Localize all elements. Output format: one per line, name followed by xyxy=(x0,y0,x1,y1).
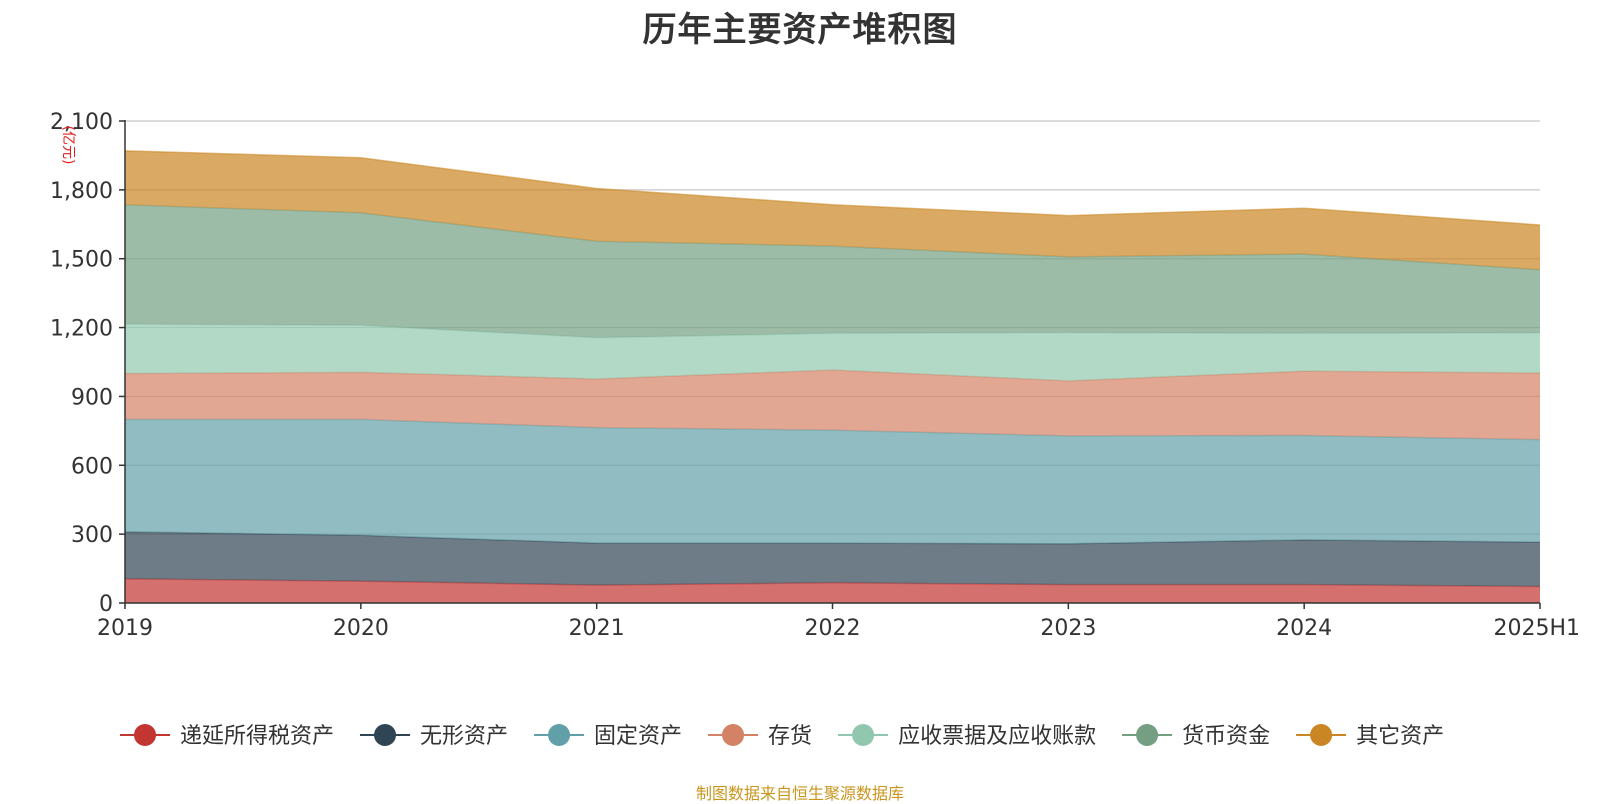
x-tick-label: 2021 xyxy=(569,616,625,641)
x-tick-label: 2022 xyxy=(805,616,861,641)
legend-label: 递延所得税资产 xyxy=(180,724,334,749)
legend-item: 递延所得税资产 xyxy=(120,724,334,749)
y-tick-label: 1,500 xyxy=(50,248,113,273)
legend-marker xyxy=(134,724,156,746)
series-line-6 xyxy=(124,150,1541,226)
y-tick-label: 600 xyxy=(71,454,113,479)
legend-label: 固定资产 xyxy=(594,724,682,749)
legend-label: 货币资金 xyxy=(1182,724,1270,749)
legend-item: 应收票据及应收账款 xyxy=(838,724,1096,749)
chart-title: 历年主要资产堆积图 xyxy=(642,10,958,50)
y-tick-label: 900 xyxy=(71,385,113,410)
legend-item: 货币资金 xyxy=(1122,724,1270,749)
y-tick-label: 2,100 xyxy=(50,110,113,135)
x-tick-label: 2024 xyxy=(1276,616,1332,641)
area-series xyxy=(124,150,1541,603)
y-tick-label: 300 xyxy=(71,523,113,548)
area-series-3 xyxy=(125,370,1540,440)
legend-marker xyxy=(1310,724,1333,746)
legend-marker xyxy=(1136,724,1159,746)
area-series-6 xyxy=(125,150,1540,270)
x-tick-label: 2019 xyxy=(97,616,153,641)
legend-item: 其它资产 xyxy=(1296,724,1444,749)
legend-label: 存货 xyxy=(768,724,812,749)
x-tick-label: 2025H1 xyxy=(1493,616,1580,641)
y-tick-label: 1,200 xyxy=(50,317,113,342)
legend-label: 应收票据及应收账款 xyxy=(898,724,1096,749)
x-tick-label: 2020 xyxy=(333,616,389,641)
source-note: 制图数据来自恒生聚源数据库 xyxy=(695,784,904,803)
y-tick-label: 0 xyxy=(99,592,113,617)
area-series-5 xyxy=(125,204,1540,338)
axes: 0 300 600 900 1,200 1,500 1,800 2,100 2019 2020 20… xyxy=(50,110,1580,641)
series-line-2 xyxy=(125,418,1541,441)
legend-item: 固定资产 xyxy=(534,724,682,749)
legend: 递延所得税资产 无形资产 固定资产 存货 应收票据及应收账款 货币资金 其它资产 xyxy=(120,724,1444,749)
legend-item: 无形资产 xyxy=(360,724,508,749)
legend-marker xyxy=(374,724,397,746)
legend-label: 无形资产 xyxy=(420,724,508,749)
legend-label: 其它资产 xyxy=(1356,724,1444,749)
y-axis-unit-label: (亿元) xyxy=(60,126,76,165)
legend-marker xyxy=(548,724,571,746)
legend-marker xyxy=(852,724,875,746)
y-tick-label: 1,800 xyxy=(50,179,113,204)
legend-marker xyxy=(722,724,745,746)
area-series-4 xyxy=(125,324,1540,381)
area-series-2 xyxy=(125,419,1540,544)
x-tick-label: 2023 xyxy=(1040,616,1096,641)
legend-item: 存货 xyxy=(708,724,812,749)
area-series-1 xyxy=(125,531,1540,587)
